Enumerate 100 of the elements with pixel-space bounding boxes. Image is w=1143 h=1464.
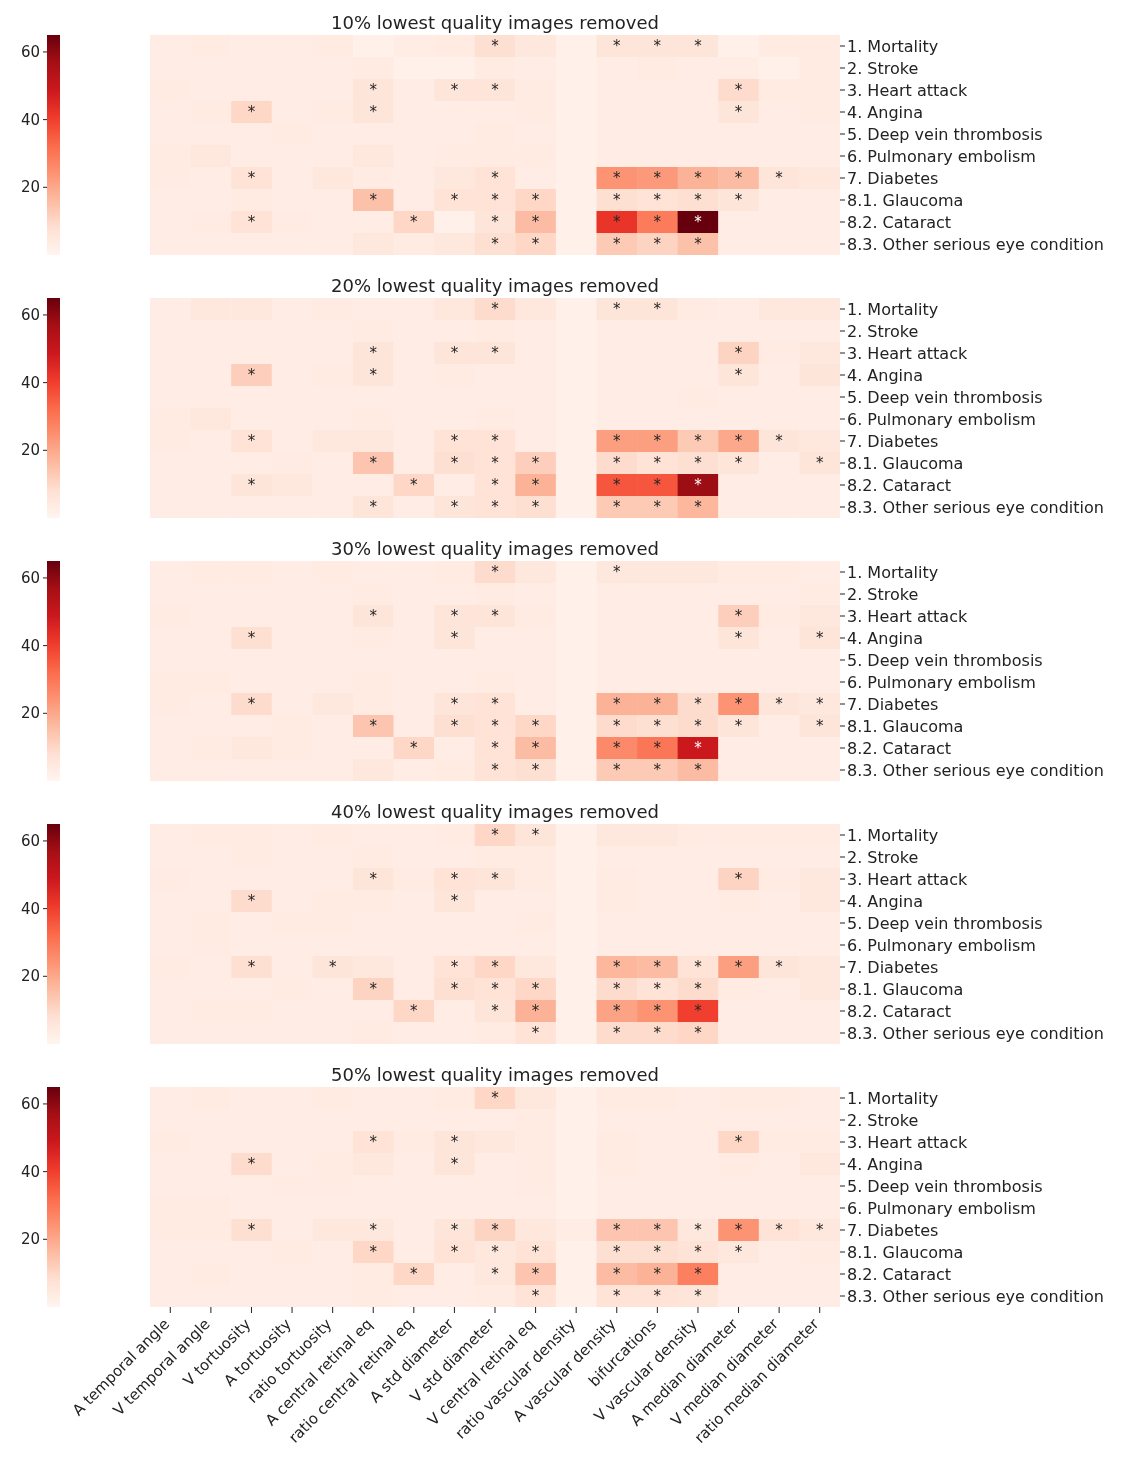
y-tick-label: 8.2. Cataract	[847, 475, 952, 495]
data-label: *	[653, 476, 662, 494]
data-label: *	[734, 717, 743, 735]
data-label: *	[653, 432, 662, 450]
data-label: *	[734, 1133, 743, 1151]
data-label: *	[694, 169, 703, 187]
y-tick-label: 6. Pulmonary embolism	[847, 409, 1036, 429]
data-label: *	[815, 629, 824, 647]
y-tick-label: 5. Deep vein thrombosis	[847, 387, 1043, 407]
data-label: *	[613, 1287, 622, 1305]
data-label: *	[653, 191, 662, 209]
data-label: *	[694, 958, 703, 976]
data-label: *	[653, 761, 662, 779]
data-label: *	[247, 1221, 256, 1239]
data-label: *	[491, 870, 500, 888]
y-tick-label: 3. Heart attack	[847, 869, 968, 889]
y-tick-label: 4. Angina	[847, 891, 923, 911]
data-label: *	[369, 498, 378, 516]
data-label: *	[491, 1243, 500, 1261]
data-label: *	[613, 958, 622, 976]
y-tick-label: 2. Stroke	[847, 1110, 919, 1130]
data-label: *	[694, 1002, 703, 1020]
color-bar-label: 60	[20, 1094, 40, 1113]
data-label: *	[491, 563, 500, 581]
chart-title: 10% lowest quality images removed	[330, 12, 660, 33]
data-label: *	[531, 235, 540, 253]
y-tick-label: 5. Deep vein thrombosis	[847, 913, 1043, 933]
data-label: *	[531, 739, 540, 757]
y-tick-label: 3. Heart attack	[847, 343, 968, 363]
y-tick-label: 3. Heart attack	[847, 606, 968, 626]
data-label: *	[450, 1133, 459, 1151]
data-label: *	[694, 498, 703, 516]
data-label: *	[369, 1243, 378, 1261]
data-label: *	[247, 892, 256, 910]
data-label: *	[734, 344, 743, 362]
data-label: *	[613, 213, 622, 231]
data-label: *	[450, 717, 459, 735]
data-label: *	[815, 717, 824, 735]
y-tick-label: 1. Mortality	[847, 36, 939, 56]
data-label: *	[531, 717, 540, 735]
data-label: *	[247, 213, 256, 231]
data-label: *	[775, 695, 784, 713]
data-label: *	[450, 1155, 459, 1173]
data-label: *	[653, 213, 662, 231]
data-label: *	[410, 739, 419, 757]
data-label: *	[694, 1265, 703, 1283]
data-label: *	[613, 476, 622, 494]
data-label: *	[613, 695, 622, 713]
color-bar-label: 40	[20, 110, 40, 129]
y-tick-label: 4. Angina	[847, 365, 923, 385]
data-label: *	[450, 607, 459, 625]
y-tick-label: 1. Mortality	[847, 299, 939, 319]
y-tick-label: 8.1. Glaucoma	[847, 453, 964, 473]
y-tick-label: 8.1. Glaucoma	[847, 190, 964, 210]
data-label: *	[491, 826, 500, 844]
data-label: *	[653, 1287, 662, 1305]
data-label: *	[694, 1243, 703, 1261]
y-tick-label: 6. Pulmonary embolism	[847, 1198, 1036, 1218]
data-label: *	[531, 476, 540, 494]
data-label: *	[247, 366, 256, 384]
color-bar-label: 60	[20, 305, 40, 324]
data-label: *	[734, 1221, 743, 1239]
y-tick-label: 5. Deep vein thrombosis	[847, 1176, 1043, 1196]
data-label: *	[491, 454, 500, 472]
data-label: *	[815, 1221, 824, 1239]
data-label: *	[531, 1287, 540, 1305]
data-label: *	[653, 37, 662, 55]
data-label: *	[410, 213, 419, 231]
y-tick-label: 3. Heart attack	[847, 80, 968, 100]
data-label: *	[613, 454, 622, 472]
data-label: *	[369, 103, 378, 121]
y-tick-label: 5. Deep vein thrombosis	[847, 650, 1043, 670]
data-label: *	[491, 980, 500, 998]
data-label: *	[653, 300, 662, 318]
data-label: *	[247, 958, 256, 976]
data-label: *	[369, 344, 378, 362]
data-label: *	[694, 717, 703, 735]
data-label: *	[734, 870, 743, 888]
data-label: *	[491, 607, 500, 625]
data-label: *	[450, 344, 459, 362]
data-label: *	[491, 958, 500, 976]
data-label: *	[491, 1221, 500, 1239]
y-tick-label: 7. Diabetes	[847, 694, 939, 714]
data-label: *	[653, 1243, 662, 1261]
data-label: *	[734, 695, 743, 713]
y-tick-label: 4. Angina	[847, 628, 923, 648]
y-tick-label: 7. Diabetes	[847, 431, 939, 451]
y-tick-label: 3. Heart attack	[847, 1132, 968, 1152]
color-bar-label: 60	[20, 831, 40, 850]
data-label: *	[694, 235, 703, 253]
data-label: *	[613, 432, 622, 450]
data-label: *	[531, 213, 540, 231]
data-label: *	[694, 1287, 703, 1305]
data-label: *	[613, 498, 622, 516]
data-label: *	[531, 1002, 540, 1020]
data-label: *	[653, 1265, 662, 1283]
data-label: *	[491, 1265, 500, 1283]
color-bar-label: 60	[20, 42, 40, 61]
data-label: *	[450, 958, 459, 976]
data-label: *	[531, 1243, 540, 1261]
